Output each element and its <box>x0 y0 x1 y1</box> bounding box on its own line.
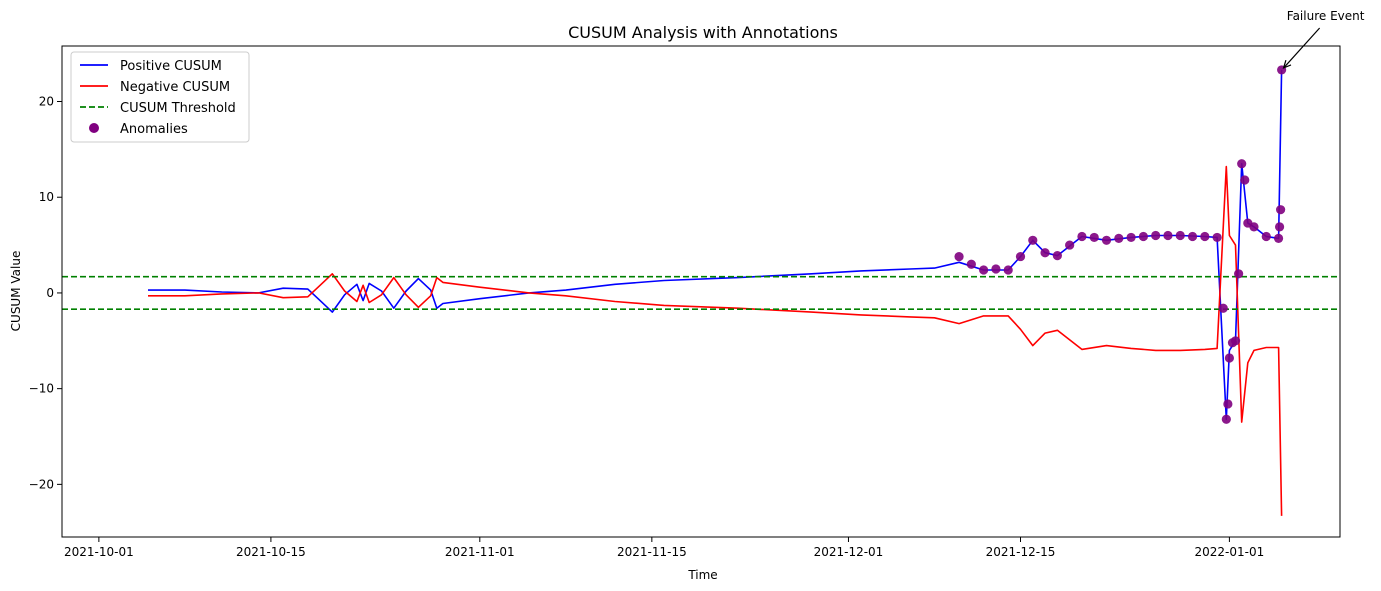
anomaly-point <box>1218 303 1228 313</box>
y-tick-label: −20 <box>29 477 54 491</box>
legend-threshold-label: CUSUM Threshold <box>120 101 236 116</box>
anomaly-point <box>1230 336 1241 346</box>
anomaly-point <box>1200 231 1210 242</box>
x-tick-label: 2021-10-15 <box>236 545 306 559</box>
anomaly-point <box>1028 235 1038 245</box>
y-axis: −20 −10 0 10 20 <box>29 95 62 491</box>
x-tick-label: 2021-10-01 <box>64 545 134 559</box>
anomaly-point <box>1015 251 1026 262</box>
annotation-arrowhead <box>1282 60 1292 69</box>
anomaly-point <box>1151 230 1161 241</box>
legend: Positive CUSUM Negative CUSUM CUSUM Thre… <box>70 51 250 143</box>
anomaly-point <box>954 251 964 262</box>
x-axis-label: Time <box>687 568 717 582</box>
x-tick-label: 2021-11-15 <box>617 545 687 559</box>
anomaly-point <box>1273 233 1284 243</box>
anomaly-point <box>1240 175 1250 185</box>
annotation-arrow <box>1283 27 1321 69</box>
anomaly-point <box>1212 232 1222 243</box>
anomaly-point <box>979 265 989 275</box>
anomaly-point <box>1249 222 1259 232</box>
y-axis-label: CUSUM Value <box>9 251 23 332</box>
negative-cusum-line <box>148 165 1283 516</box>
positive-cusum-line <box>148 69 1283 421</box>
anomaly-point <box>1221 414 1231 424</box>
plot-frame <box>61 45 1341 538</box>
legend-negative-label: Negative CUSUM <box>120 80 230 95</box>
anomaly-point <box>1261 231 1271 242</box>
x-axis: 2021-10-01 2021-10-15 2021-11-01 2021-11-15… <box>64 537 1264 559</box>
legend-box <box>70 51 250 143</box>
anomaly-point <box>1138 231 1148 242</box>
anomaly-point <box>1077 231 1087 242</box>
chart-title: CUSUM Analysis with Annotations <box>568 23 838 42</box>
anomaly-point <box>966 259 976 269</box>
anomaly-point <box>1052 251 1062 261</box>
anomaly-point <box>1237 159 1247 169</box>
y-tick-label: 10 <box>39 190 54 204</box>
anomaly-point <box>1187 231 1198 242</box>
anomaly-point <box>1065 240 1075 250</box>
x-tick-label: 2021-12-01 <box>814 545 884 559</box>
x-tick-label: 2021-12-15 <box>986 545 1056 559</box>
anomaly-point <box>1234 269 1244 279</box>
anomaly-point <box>991 264 1001 274</box>
anomaly-point <box>1089 232 1099 243</box>
anomaly-point <box>1274 222 1285 232</box>
anomaly-point <box>1003 265 1013 275</box>
legend-anomalies-label: Anomalies <box>120 122 188 137</box>
legend-anomalies-swatch <box>89 123 99 133</box>
x-tick-label: 2022-01-01 <box>1195 545 1265 559</box>
annotation-label: Failure Event <box>1287 9 1365 23</box>
y-tick-label: 20 <box>39 95 54 109</box>
y-tick-label: 0 <box>46 286 54 300</box>
anomaly-point <box>1224 353 1235 363</box>
anomaly-point <box>1175 230 1185 241</box>
y-tick-label: −10 <box>29 382 54 396</box>
anomaly-point <box>1223 399 1233 409</box>
anomaly-point <box>1126 232 1136 243</box>
anomaly-point <box>1101 235 1112 245</box>
anomaly-point <box>1276 205 1286 215</box>
failure-event-annotation: Failure Event <box>1282 9 1365 69</box>
anomaly-point <box>1040 248 1050 258</box>
plot-area <box>62 65 1340 516</box>
legend-positive-label: Positive CUSUM <box>120 59 222 74</box>
x-tick-label: 2021-11-01 <box>445 545 515 559</box>
anomaly-point <box>1114 233 1124 243</box>
anomaly-point <box>1163 230 1173 241</box>
